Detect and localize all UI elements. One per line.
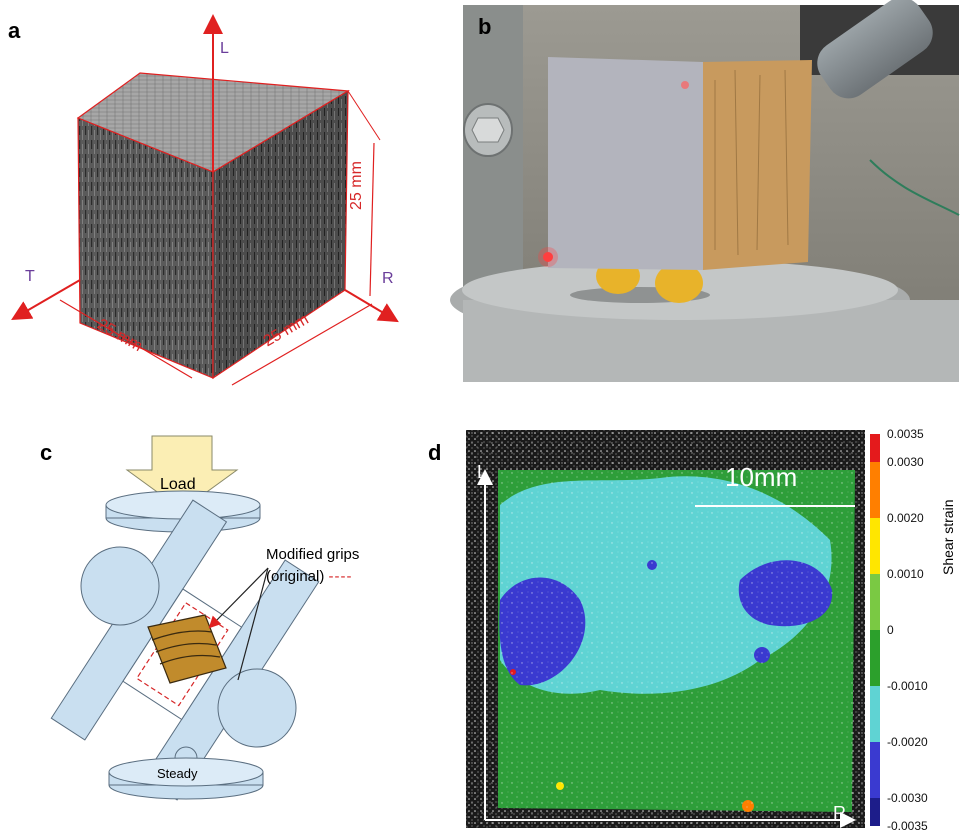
dim-line-side xyxy=(231,303,373,386)
load-arrow xyxy=(125,435,239,511)
colorbar-band xyxy=(870,574,880,630)
specimen-wood-face xyxy=(703,60,812,270)
panel-letter-c: c xyxy=(40,440,53,465)
specimen-painted-face xyxy=(548,57,703,270)
strain-map xyxy=(466,430,865,828)
colorbar-title: Shear strain xyxy=(940,499,956,575)
steady-label: Steady xyxy=(157,766,198,781)
colorbar-band xyxy=(870,798,880,826)
colorbar-tick-label: 0.0010 xyxy=(887,567,924,581)
dim-line-front xyxy=(59,299,193,379)
wood-cube xyxy=(76,72,350,380)
grips-dash-legend: ---- xyxy=(328,568,353,585)
colorbar-tick-label: -0.0010 xyxy=(887,679,928,693)
panel-letter-a: a xyxy=(8,18,21,43)
colorbar-tick-label: 0.0020 xyxy=(887,511,924,525)
photo-panel xyxy=(450,0,960,382)
colorbar-tick-label: 0.0035 xyxy=(887,427,924,441)
R-axis-arrow xyxy=(344,289,399,323)
d-axis-label-L: L xyxy=(477,462,488,482)
axis-label-R: R xyxy=(382,270,394,287)
dim-line-height xyxy=(369,142,375,297)
colorbar-band xyxy=(870,518,880,574)
colorbar-tick-label: -0.0020 xyxy=(887,735,928,749)
colorbar-band xyxy=(870,630,880,686)
colorbar-band xyxy=(870,462,880,518)
grips-label-line2: (original) xyxy=(266,568,325,585)
colorbar-tick-label: -0.0030 xyxy=(887,791,928,805)
panel-letter-b: b xyxy=(478,14,492,39)
grips-label-line2-row: (original) ---- xyxy=(266,568,353,585)
axis-label-T: T xyxy=(25,268,35,285)
colorbar-tick-label: 0.0030 xyxy=(887,455,924,469)
load-label: Load xyxy=(160,476,196,493)
shear-fixture xyxy=(50,435,320,801)
dim-label-height: 25 mm xyxy=(348,161,365,210)
grips-label-line1: Modified grips xyxy=(266,546,360,563)
d-axis-label-R: R xyxy=(833,803,846,823)
axis-label-L: L xyxy=(220,40,229,57)
dim-ext-top xyxy=(347,90,381,141)
scale-bar-label: 10mm xyxy=(725,462,798,492)
colorbar xyxy=(870,434,880,826)
colorbar-band xyxy=(870,742,880,798)
colorbar-band xyxy=(870,686,880,742)
T-axis-arrow xyxy=(11,279,81,321)
panel-letter-d: d xyxy=(428,440,442,465)
colorbar-tick-label: -0.0035 xyxy=(887,819,928,833)
colorbar-tick-label: 0 xyxy=(887,623,894,637)
colorbar-band xyxy=(870,434,880,462)
